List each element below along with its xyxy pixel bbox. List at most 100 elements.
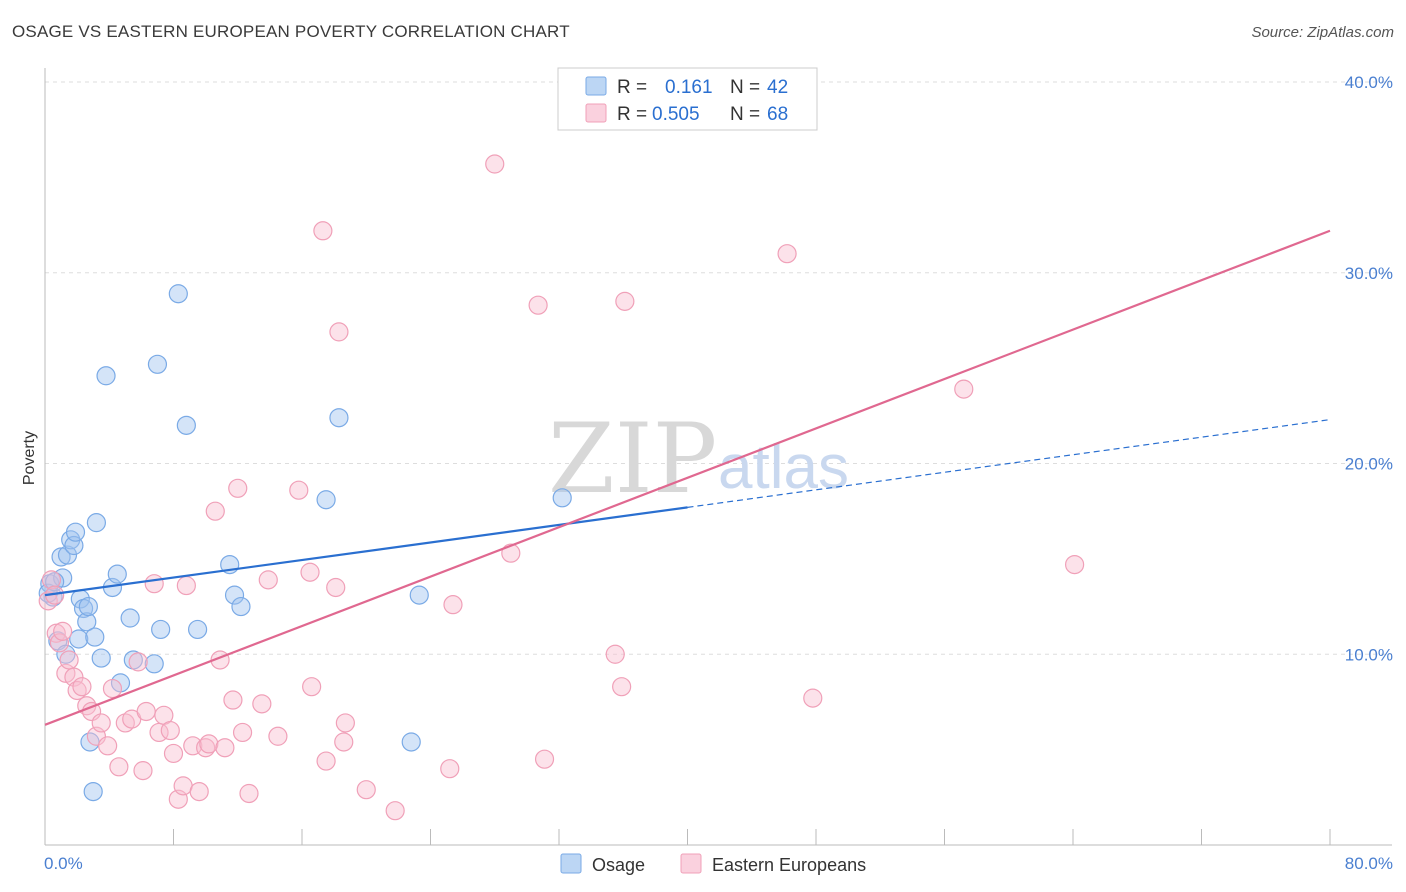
osage-point-15 — [85, 627, 105, 647]
legend-n-value-2: 68 — [767, 104, 788, 125]
legend-n-value-1: 42 — [767, 77, 788, 98]
eastern-europeans-point-27 — [163, 743, 184, 764]
eastern-europeans-point-15 — [98, 736, 118, 756]
osage-point-28 — [176, 415, 196, 435]
legend-r-value-1: 0.161 — [665, 77, 713, 98]
eastern-europeans-point-5 — [53, 621, 73, 641]
eastern-europeans-point-59 — [501, 543, 521, 563]
eastern-europeans-point-20 — [128, 652, 148, 672]
eastern-europeans-point-51 — [335, 713, 355, 733]
legend-box: R = 0.161 N = 42 R = 0.505 N = 68 — [557, 67, 818, 131]
eastern-europeans-point-35 — [205, 501, 225, 521]
eastern-europeans-point-65 — [777, 244, 797, 264]
osage-point-34 — [329, 408, 349, 428]
data-points — [38, 76, 1085, 821]
osage-point-20 — [107, 564, 127, 584]
osage-point-27 — [168, 284, 188, 304]
osage-point-6 — [57, 545, 78, 565]
eastern-europeans-point-29 — [173, 776, 193, 796]
eastern-europeans-point-34 — [199, 734, 219, 754]
legend-r-label-1: R = — [617, 77, 647, 98]
osage-point-41 — [45, 572, 65, 592]
osage-point-29 — [187, 619, 208, 640]
eastern-europeans-point-7 — [59, 650, 79, 670]
osage-point-18 — [96, 366, 116, 386]
y-axis-label: Poverty — [21, 431, 38, 485]
osage-point-37 — [83, 781, 103, 802]
eastern-europeans-point-61 — [534, 749, 555, 769]
chart-title: OSAGE VS EASTERN EUROPEAN POVERTY CORREL… — [12, 22, 570, 41]
y-tick-label-2: 30.0% — [1345, 264, 1393, 283]
osage-point-22 — [120, 608, 140, 628]
eastern-europeans-point-60 — [528, 295, 548, 315]
eastern-europeans-point-14 — [91, 713, 111, 733]
osage-point-33 — [316, 490, 336, 510]
eastern-europeans-point-38 — [223, 690, 243, 710]
eastern-europeans-point-52 — [313, 221, 333, 241]
eastern-europeans-point-42 — [252, 694, 272, 714]
osage-point-14 — [78, 596, 98, 617]
eastern-europeans-point-49 — [326, 577, 346, 598]
legend-n-label-2: N = — [730, 104, 760, 125]
osage-point-16 — [86, 513, 107, 533]
bottom-legend-swatch-eastern-europeans — [680, 853, 702, 874]
legend-swatch-eastern-europeans — [585, 103, 607, 123]
eastern-europeans-point-58 — [485, 154, 505, 174]
grid-lines — [45, 81, 1392, 655]
axes — [44, 68, 1392, 846]
eastern-europeans-point-16 — [102, 678, 123, 699]
osage-point-10 — [69, 629, 89, 649]
eastern-europeans-point-48 — [316, 751, 336, 771]
eastern-europeans-point-4 — [49, 633, 70, 653]
eastern-europeans-point-40 — [232, 722, 253, 743]
eastern-europeans-point-62 — [605, 644, 625, 664]
y-tick-label-3: 40.0% — [1345, 73, 1393, 92]
eastern-europeans-point-1 — [41, 570, 62, 590]
eastern-europeans-point-56 — [440, 759, 460, 779]
eastern-europeans-point-10 — [72, 677, 92, 697]
watermark: ZIP atlas — [548, 403, 849, 515]
osage-point-13 — [77, 612, 97, 632]
watermark-atlas: atlas — [718, 433, 849, 502]
x-tick-label-1: 80.0% — [1345, 854, 1393, 873]
bottom-legend-swatch-osage — [560, 853, 582, 874]
x-tick-label-0: 0.0% — [44, 854, 83, 873]
eastern-europeans-point-53 — [329, 322, 349, 342]
legend-swatch-osage — [585, 76, 607, 96]
bottom-legend-osage: Osage — [592, 855, 645, 875]
eastern-europeans-point-26 — [160, 720, 180, 741]
osage-point-32 — [231, 596, 251, 617]
bottom-legend: Osage Eastern Europeans — [560, 853, 866, 875]
osage-point-35 — [409, 585, 429, 605]
eastern-europeans-point-22 — [136, 701, 156, 722]
osage-point-39 — [401, 732, 421, 752]
eastern-europeans-point-30 — [176, 575, 196, 596]
eastern-europeans-point-23 — [144, 574, 164, 594]
eastern-europeans-point-41 — [239, 783, 259, 804]
eastern-europeans-point-57 — [443, 595, 463, 615]
eastern-europeans-point-32 — [189, 781, 209, 802]
osage-point-31 — [224, 585, 245, 605]
eastern-europeans-point-64 — [615, 291, 635, 311]
eastern-europeans-point-69 — [954, 379, 974, 399]
eastern-europeans-trend-line — [44, 229, 1331, 726]
osage-point-24 — [144, 654, 164, 674]
legend-r-label-2: R = — [617, 104, 647, 125]
eastern-europeans-point-66 — [803, 688, 823, 708]
watermark-zip: ZIP — [548, 403, 717, 515]
y-tick-label-0: 10.0% — [1345, 645, 1393, 664]
legend-n-label-1: N = — [730, 77, 760, 98]
eastern-europeans-point-67 — [1065, 554, 1085, 575]
eastern-europeans-point-54 — [356, 780, 376, 800]
bottom-legend-eastern-europeans: Eastern Europeans — [712, 855, 866, 875]
trend-lines — [44, 229, 1331, 726]
osage-point-9 — [65, 522, 86, 542]
y-tick-label-1: 20.0% — [1345, 455, 1393, 474]
eastern-europeans-point-63 — [612, 677, 632, 697]
eastern-europeans-point-44 — [268, 726, 288, 746]
legend-r-value-2: 0.505 — [652, 104, 700, 125]
eastern-europeans-point-47 — [302, 677, 322, 697]
eastern-europeans-point-39 — [228, 478, 248, 498]
eastern-europeans-point-46 — [300, 562, 320, 582]
